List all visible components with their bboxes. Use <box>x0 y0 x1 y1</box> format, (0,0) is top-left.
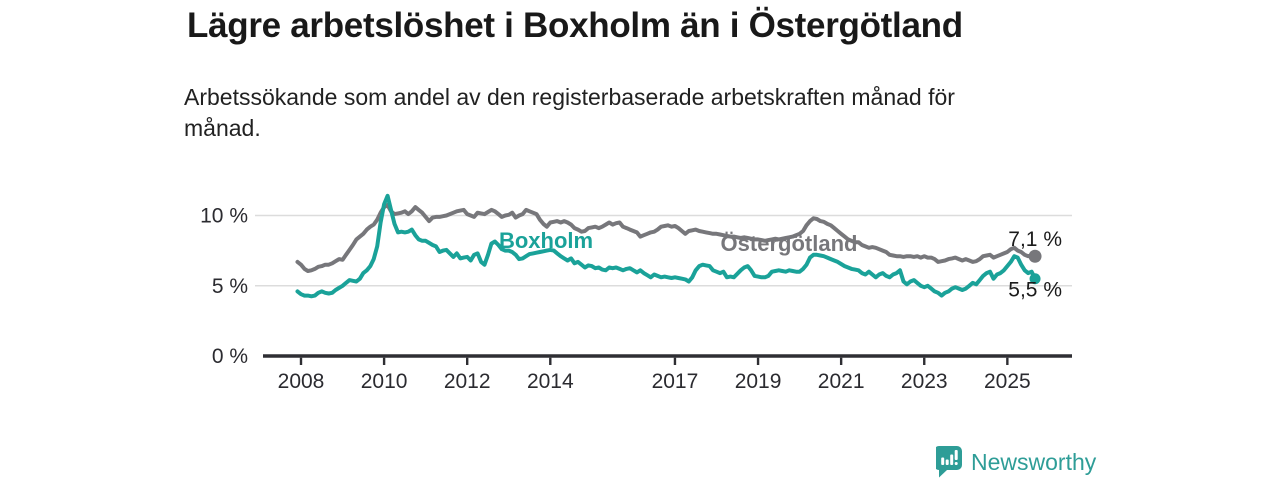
series-end-dot-östergötland <box>1028 249 1042 263</box>
brand-wordmark: Newsworthy <box>971 449 1097 475</box>
x-axis-label-2017: 2017 <box>652 370 699 393</box>
x-axis-label-2023: 2023 <box>901 370 948 393</box>
series-end-dot-boxholm <box>1029 273 1041 285</box>
x-axis-label-2010: 2010 <box>361 370 408 393</box>
logo-bubble-shape <box>936 446 962 478</box>
x-axis-label-2008: 2008 <box>278 370 325 393</box>
y-axis-label-10: 10 % <box>200 205 248 228</box>
x-axis-label-2014: 2014 <box>527 370 574 393</box>
x-axis-label-2021: 2021 <box>818 370 865 393</box>
series-line-boxholm <box>295 193 1038 299</box>
y-axis-label-5: 5 % <box>212 275 248 298</box>
page-title: Lägre arbetslöshet i Boxholm än i Österg… <box>187 6 963 45</box>
chart-subtitle: Arbetssökande som andel av den registerb… <box>184 84 955 142</box>
series-end-value-östergötland: 7,1 % <box>1008 228 1062 251</box>
x-axis-label-2012: 2012 <box>444 370 491 393</box>
series-line-östergötland <box>295 203 1038 273</box>
logo-barchart-glyph <box>941 450 958 465</box>
newsworthy-logo-icon <box>936 446 962 478</box>
x-axis-label-2025: 2025 <box>984 370 1031 393</box>
x-axis-label-2019: 2019 <box>735 370 782 393</box>
y-axis-label-0: 0 % <box>212 345 248 368</box>
series-inline-label-boxholm: Boxholm <box>499 228 593 253</box>
series-end-value-boxholm: 5,5 % <box>1008 279 1062 302</box>
series-inline-label-östergötland: Östergötland <box>721 231 858 256</box>
